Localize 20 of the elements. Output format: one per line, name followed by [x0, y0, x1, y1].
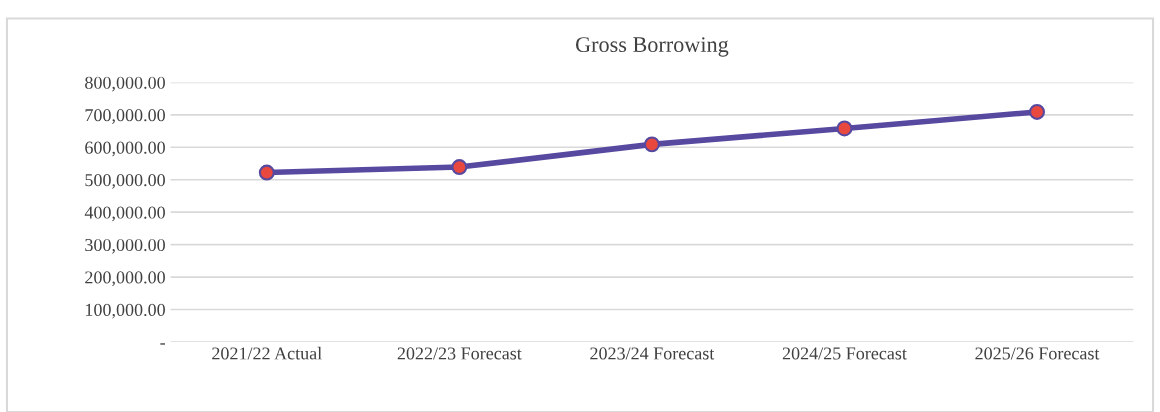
y-tick-label: 700,000.00 — [85, 109, 165, 124]
y-tick-label: - — [160, 343, 166, 345]
chart-title: Gross Borrowing — [575, 37, 729, 57]
x-tick-label: 2024/25 Forecast — [782, 347, 907, 360]
x-tick-label: 2021/22 Actual — [212, 346, 322, 360]
y-tick-label: 600,000.00 — [85, 141, 165, 157]
point — [836, 120, 853, 137]
point — [258, 164, 275, 181]
y-tick-label: 300,000.00 — [85, 238, 165, 254]
point — [643, 136, 660, 153]
y-tick-label: 500,000.00 — [85, 173, 165, 189]
y-tick-label: 400,000.00 — [84, 206, 165, 222]
y-tick-label: 100,000.00 — [86, 303, 165, 319]
x-tick-label: 2022/23 Forecast — [397, 347, 522, 360]
point — [451, 159, 468, 176]
point — [1029, 103, 1046, 120]
y-tick-label: 200,000.00 — [85, 271, 165, 287]
x-tick-label: 2023/24 Forecast — [590, 347, 715, 360]
x-tick-label: 2025/26 Forecast — [975, 347, 1100, 360]
y-tick-label: 800,000.00 — [85, 76, 165, 92]
